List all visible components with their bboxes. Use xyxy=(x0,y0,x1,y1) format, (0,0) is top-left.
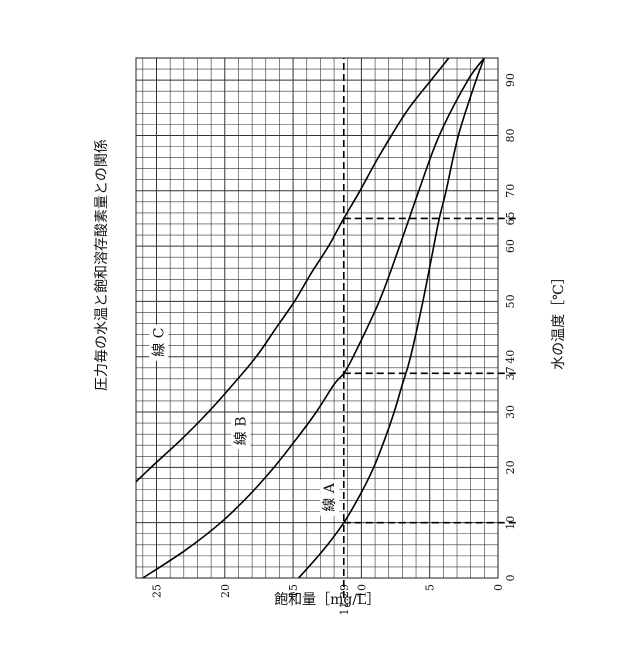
grid xyxy=(136,58,498,578)
x-tick-label: 20 xyxy=(504,460,517,474)
series-label-c: 線 C xyxy=(151,328,167,357)
x-tick-label: 80 xyxy=(504,128,517,142)
x-tick-label: 50 xyxy=(504,294,517,308)
y-tick-label: 5 xyxy=(424,584,437,591)
series-curve-b xyxy=(143,58,485,578)
x-axis-title: 水の温度［℃］ xyxy=(551,270,567,370)
y-axis-title: 飽和量［mg/L］ xyxy=(274,591,380,608)
plot-frame xyxy=(136,58,498,578)
y-tick-label: 20 xyxy=(219,584,232,598)
y-tick-label: 25 xyxy=(150,584,163,598)
x-tick-label: 10 xyxy=(504,516,517,530)
series-curve-c xyxy=(122,58,449,495)
x-tick-label: 65 xyxy=(504,211,517,225)
tick-labels: 01020303740506065708090051011.29152025 xyxy=(150,73,517,615)
series-label-b: 線 B xyxy=(233,416,249,445)
chart-title: 圧力毎の水温と飽和溶存酸素量との関係 xyxy=(93,139,110,391)
y-tick-label: 0 xyxy=(492,584,505,591)
x-tick-label: 30 xyxy=(504,405,517,419)
series-label-a: 線 A xyxy=(322,482,338,511)
x-tick-label: 60 xyxy=(504,239,517,253)
x-tick-label: 70 xyxy=(504,184,517,198)
x-tick-label: 37 xyxy=(504,366,517,380)
x-tick-label: 0 xyxy=(504,575,517,582)
x-tick-label: 40 xyxy=(504,350,517,364)
x-tick-label: 90 xyxy=(504,73,517,87)
